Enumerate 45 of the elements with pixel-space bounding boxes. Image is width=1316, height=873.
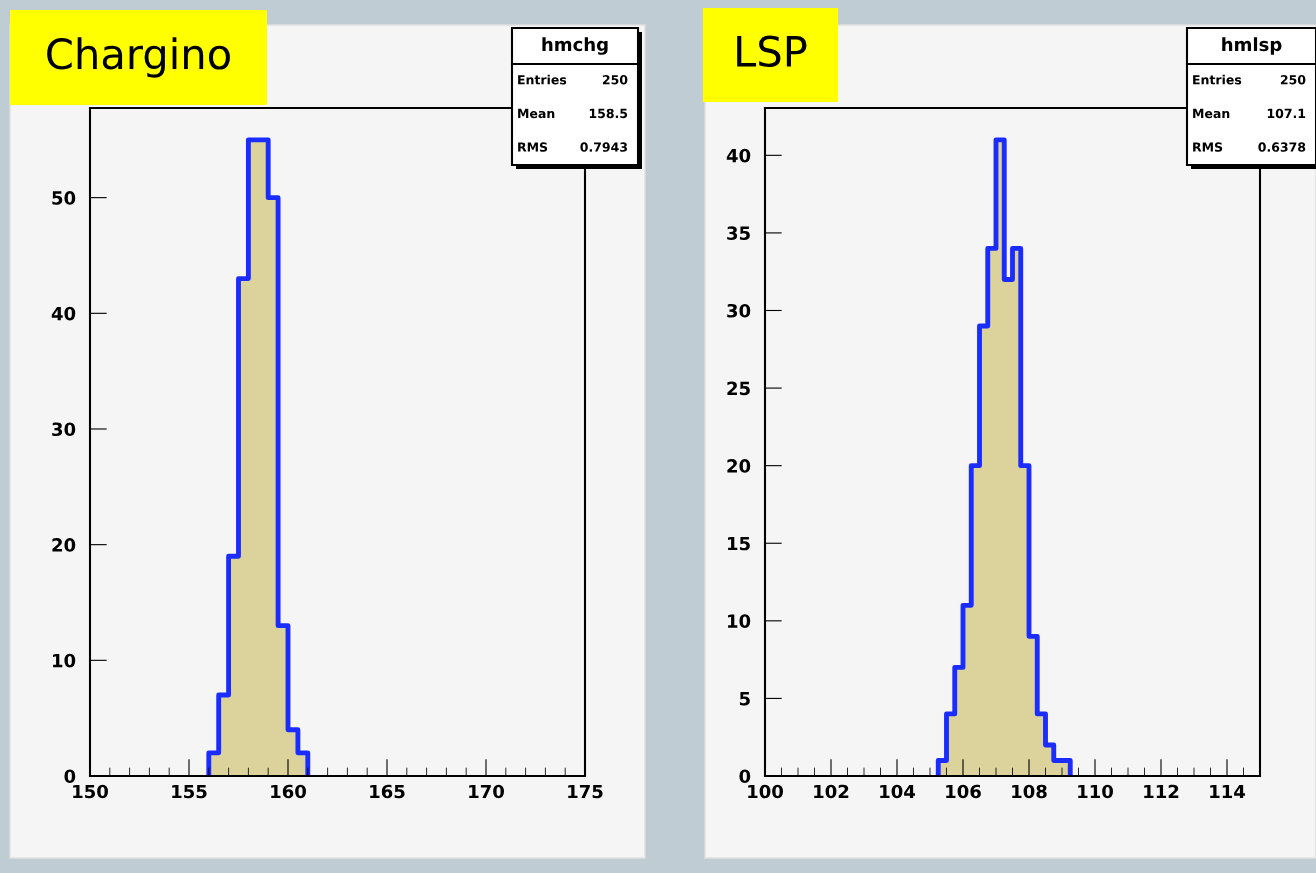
text: Entries: [518, 74, 567, 85]
y-tick-label: 35: [727, 226, 750, 241]
x-tick-label: 100: [748, 784, 783, 799]
y-tick-label: 15: [728, 536, 750, 551]
y-tick-label: 10: [728, 614, 751, 628]
x-tick-label: 160: [271, 784, 306, 799]
annotation: Mean: [518, 108, 555, 119]
y-tick-label: 25: [727, 381, 750, 396]
y-tick-label: 30: [52, 422, 76, 437]
x-tick-label: 112: [1144, 784, 1179, 799]
x-tick-label: 106: [946, 784, 981, 799]
chart-title: Chargino: [47, 37, 230, 78]
y-tick-label: 30: [727, 303, 751, 318]
text: 250: [1280, 75, 1306, 85]
text: 158.5: [589, 108, 628, 119]
annotation: RMS: [1193, 142, 1223, 152]
x-tick-label: 165: [370, 784, 405, 799]
y-tick-label: 20: [727, 459, 751, 473]
y-tick-label: 5: [739, 692, 750, 706]
x-tick-label: 110: [1078, 784, 1113, 799]
y-tick-label: 20: [52, 538, 76, 552]
annotation: 0.7943: [580, 142, 628, 152]
text: hmlsp: [1222, 37, 1282, 55]
x-tick-label: 170: [469, 784, 504, 799]
text: 250: [602, 75, 628, 85]
text: Entries: [1193, 74, 1242, 85]
y-tick-label: 40: [726, 148, 751, 163]
x-tick-label: 102: [814, 784, 849, 799]
text: 107.1: [1267, 108, 1306, 119]
y-tick-label: 50: [52, 191, 76, 205]
x-tick-label: 104: [880, 784, 916, 799]
annotation: Mean: [1193, 108, 1230, 119]
x-tick-label: 175: [568, 784, 603, 799]
annotation: RMS: [518, 142, 548, 152]
annotation: 0.6378: [1258, 142, 1306, 152]
chart-title: LSP: [737, 35, 807, 68]
x-tick-label: 114: [1210, 784, 1246, 799]
y-tick-label: 40: [51, 306, 76, 321]
y-tick-label: 0: [739, 769, 751, 784]
x-tick-label: 108: [1012, 784, 1047, 799]
text: hmchg: [542, 37, 608, 55]
y-tick-label: 10: [53, 653, 76, 668]
x-tick-label: 155: [172, 784, 207, 799]
y-tick-label: 0: [64, 769, 76, 784]
x-tick-label: 150: [73, 784, 108, 799]
